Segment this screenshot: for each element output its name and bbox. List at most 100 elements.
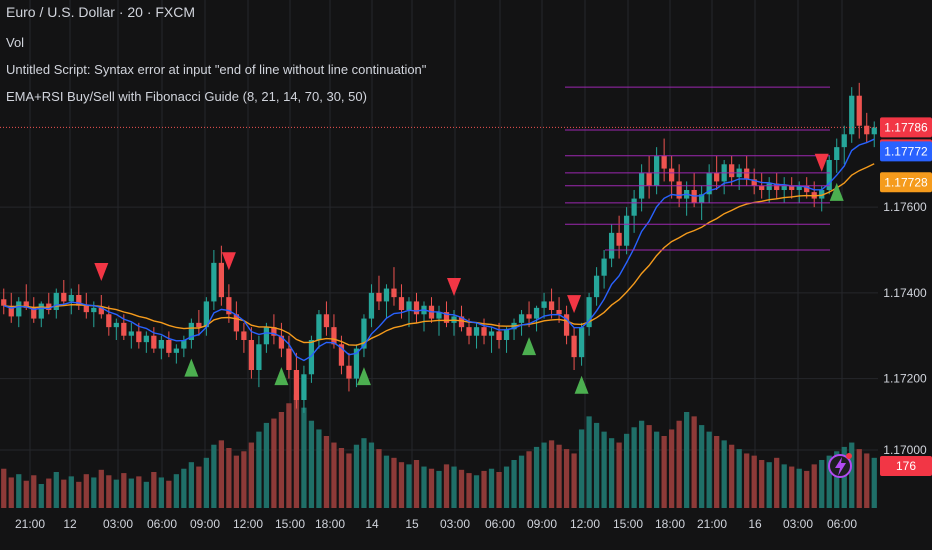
volume-bar bbox=[526, 451, 532, 508]
time-tick-label: 06:00 bbox=[827, 517, 857, 531]
sell-signal-arrow bbox=[567, 295, 582, 314]
candle-body bbox=[518, 314, 525, 323]
volume-bar bbox=[23, 480, 29, 508]
buy-signal-arrow bbox=[274, 367, 289, 386]
candle-body bbox=[496, 331, 502, 340]
candle-body bbox=[646, 172, 652, 186]
time-tick-label: 18:00 bbox=[315, 517, 345, 531]
candle-body bbox=[631, 198, 637, 216]
candle-body bbox=[503, 329, 510, 340]
candle-body bbox=[413, 301, 420, 315]
candle-body bbox=[556, 310, 562, 315]
symbol-title[interactable]: Euro / U.S. Dollar · 20 · FXCM bbox=[6, 4, 196, 20]
volume-bar bbox=[76, 481, 82, 508]
volume-bar bbox=[316, 429, 322, 508]
candle-body bbox=[759, 185, 765, 190]
candle-body bbox=[383, 288, 390, 302]
volume-bar bbox=[188, 462, 194, 508]
volume-bar bbox=[676, 420, 682, 508]
candle-body bbox=[601, 258, 607, 276]
buy-signal-arrow bbox=[184, 358, 199, 377]
candle-body bbox=[466, 327, 472, 336]
candle-body bbox=[653, 155, 660, 186]
candle-body bbox=[819, 190, 825, 199]
volume-bar bbox=[8, 477, 14, 508]
price-tag bbox=[880, 141, 932, 162]
price-tick-label: 1.17000 bbox=[883, 443, 927, 457]
candle-body bbox=[346, 365, 352, 379]
volume-bar bbox=[376, 449, 382, 508]
time-tick-label: 18:00 bbox=[655, 517, 685, 531]
volume-bar bbox=[684, 412, 690, 508]
ema-fast-line bbox=[3, 138, 875, 362]
time-tick-label: 12:00 bbox=[570, 517, 600, 531]
volume-bar bbox=[473, 475, 480, 508]
volume-bar bbox=[669, 429, 675, 508]
lightning-icon[interactable] bbox=[828, 453, 852, 478]
volume-bar bbox=[53, 472, 59, 508]
candle-body bbox=[16, 301, 22, 317]
candle-body bbox=[211, 262, 217, 302]
sell-signal-arrow bbox=[814, 153, 829, 172]
candle-body bbox=[774, 183, 780, 190]
volume-bar bbox=[714, 436, 720, 508]
candle-body bbox=[436, 312, 442, 319]
candle-body bbox=[661, 155, 667, 169]
volume-bar bbox=[496, 472, 502, 508]
ema-rsi-indicator-label[interactable]: EMA+RSI Buy/Sell with Fibonacci Guide (8… bbox=[6, 89, 367, 104]
candle-body bbox=[173, 348, 179, 353]
candle-body bbox=[248, 340, 255, 370]
time-tick-label: 15:00 bbox=[275, 517, 305, 531]
candle-body bbox=[188, 322, 194, 340]
volume-bar bbox=[653, 431, 660, 508]
volume-bar bbox=[31, 475, 37, 508]
volume-bar bbox=[841, 446, 847, 508]
candle-body bbox=[278, 335, 285, 349]
volume-bar bbox=[766, 462, 772, 508]
candle-body bbox=[331, 327, 337, 345]
candle-body bbox=[376, 292, 382, 302]
volume-bar bbox=[646, 425, 652, 508]
volume-bar bbox=[136, 476, 142, 508]
candle-body bbox=[323, 314, 330, 328]
volume-bar bbox=[98, 469, 104, 508]
volume-bar bbox=[248, 442, 255, 508]
time-tick-label: 03:00 bbox=[103, 517, 133, 531]
volume-bar bbox=[616, 442, 622, 508]
volume-bar bbox=[383, 455, 390, 508]
candle-body bbox=[38, 303, 44, 319]
volume-bar bbox=[736, 449, 742, 508]
volume-bar bbox=[729, 444, 735, 508]
candle-body bbox=[608, 232, 615, 259]
volume-bar bbox=[541, 442, 547, 508]
candle-body bbox=[286, 348, 292, 370]
candle-body bbox=[856, 95, 862, 126]
candle-body bbox=[669, 168, 675, 182]
candle-body bbox=[316, 314, 322, 340]
volume-bar bbox=[601, 431, 607, 508]
volume-bar bbox=[38, 484, 44, 508]
volume-bar bbox=[121, 473, 127, 508]
volume-bar bbox=[293, 394, 300, 508]
volume-bar bbox=[166, 480, 172, 508]
volume-bar bbox=[744, 453, 750, 508]
volume-bar bbox=[819, 460, 825, 508]
volume-bar bbox=[331, 442, 337, 508]
candle-body bbox=[578, 327, 585, 358]
volume-bar bbox=[173, 474, 179, 508]
volume-bar bbox=[106, 475, 112, 508]
candle-body bbox=[226, 297, 232, 315]
candle-body bbox=[166, 340, 172, 353]
volume-bar bbox=[796, 468, 802, 508]
candle-body bbox=[789, 185, 795, 190]
volume-bar bbox=[533, 446, 540, 508]
volume-bar bbox=[143, 481, 149, 508]
candle-body bbox=[241, 331, 247, 340]
script-error-label[interactable]: Untitled Script: Syntax error at input "… bbox=[6, 62, 427, 77]
candle-body bbox=[804, 185, 810, 193]
volume-bar bbox=[811, 464, 817, 508]
time-tick-label: 21:00 bbox=[15, 517, 45, 531]
buy-signal-arrow bbox=[522, 337, 537, 356]
volume-indicator-label[interactable]: Vol bbox=[6, 35, 25, 50]
